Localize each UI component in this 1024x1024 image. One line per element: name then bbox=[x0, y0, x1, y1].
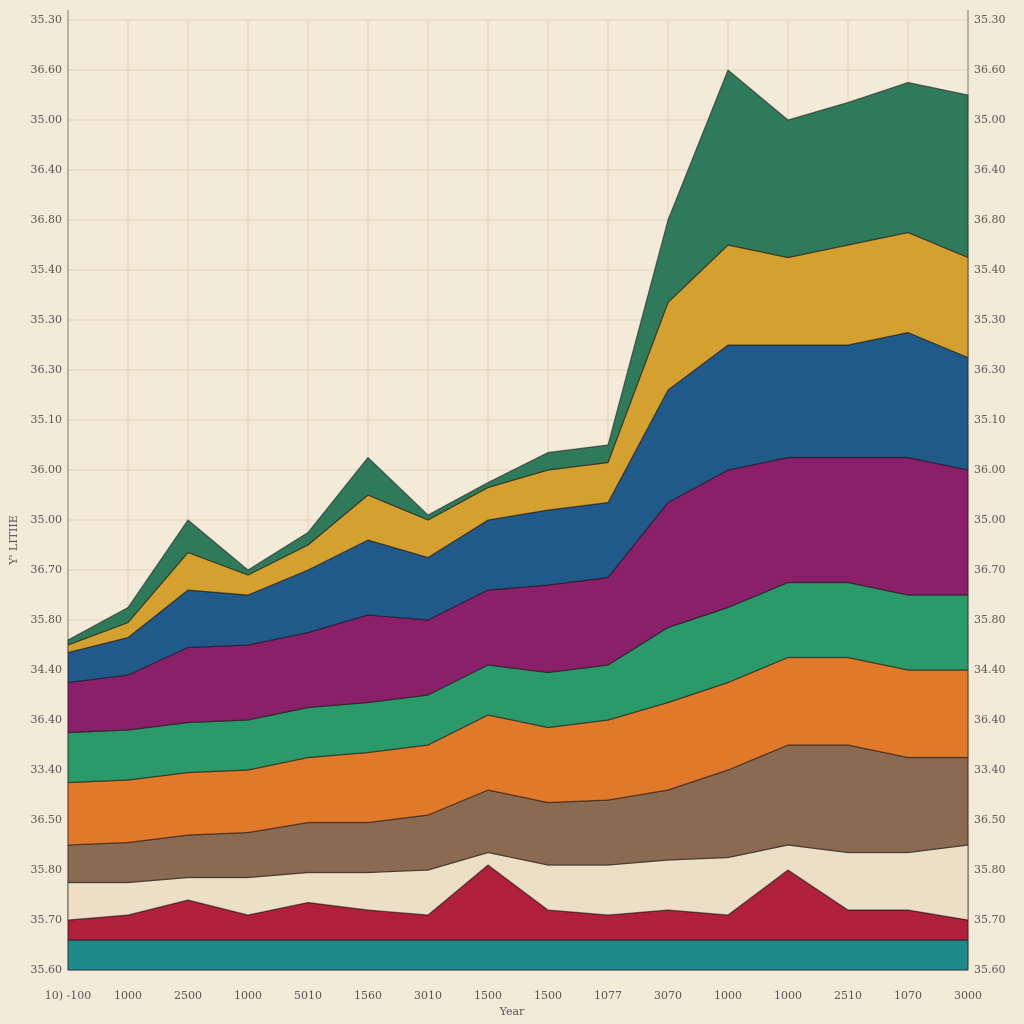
y-tick-label-right: 36.40 bbox=[974, 713, 1006, 726]
y-tick-label: 34.40 bbox=[31, 663, 63, 676]
y-tick-label-right: 33.40 bbox=[974, 763, 1006, 776]
x-tick-label: 5010 bbox=[294, 989, 322, 1002]
y-tick-label-right: 36.80 bbox=[974, 213, 1006, 226]
x-tick-label: 1500 bbox=[474, 989, 502, 1002]
y-tick-label: 35.40 bbox=[31, 263, 63, 276]
y-tick-label: 35.80 bbox=[31, 863, 63, 876]
x-tick-label: 1000 bbox=[114, 989, 142, 1002]
x-tick-label: 1560 bbox=[354, 989, 382, 1002]
y-tick-label-right: 35.80 bbox=[974, 863, 1006, 876]
y-tick-label-right: 35.30 bbox=[974, 13, 1006, 26]
x-tick-label: 3010 bbox=[414, 989, 442, 1002]
x-tick-label: 3000 bbox=[954, 989, 982, 1002]
y-tick-label: 35.00 bbox=[31, 513, 63, 526]
y-tick-label: 35.00 bbox=[31, 113, 63, 126]
y-tick-label: 36.00 bbox=[31, 463, 63, 476]
y-tick-label-right: 36.40 bbox=[974, 163, 1006, 176]
y-tick-label-right: 36.60 bbox=[974, 63, 1006, 76]
y-tick-label-right: 35.30 bbox=[974, 313, 1006, 326]
y-tick-label: 36.40 bbox=[31, 163, 63, 176]
y-tick-label: 36.80 bbox=[31, 213, 63, 226]
y-tick-label: 36.30 bbox=[31, 363, 63, 376]
y-tick-label-right: 36.30 bbox=[974, 363, 1006, 376]
y-axis-label: Y' LITIIE bbox=[7, 515, 20, 566]
area-layer bbox=[67, 939, 969, 971]
x-axis-label: Year bbox=[499, 1005, 525, 1018]
y-tick-label: 36.50 bbox=[31, 813, 63, 826]
y-tick-label-right: 35.40 bbox=[974, 263, 1006, 276]
y-tick-label: 36.70 bbox=[31, 563, 63, 576]
x-tick-label: 10) -100 bbox=[45, 989, 92, 1002]
y-tick-label-right: 35.80 bbox=[974, 613, 1006, 626]
x-tick-label: 1000 bbox=[234, 989, 262, 1002]
y-tick-label: 36.60 bbox=[31, 63, 63, 76]
y-tick-label: 36.40 bbox=[31, 713, 63, 726]
y-tick-label: 35.30 bbox=[31, 13, 63, 26]
y-tick-label: 35.10 bbox=[31, 413, 63, 426]
x-tick-label: 3070 bbox=[654, 989, 682, 1002]
x-tick-label: 1000 bbox=[714, 989, 742, 1002]
y-tick-label: 35.60 bbox=[31, 963, 63, 976]
x-tick-label: 1070 bbox=[894, 989, 922, 1002]
y-tick-label: 35.80 bbox=[31, 613, 63, 626]
y-tick-label-right: 36.00 bbox=[974, 463, 1006, 476]
x-tick-label: 1500 bbox=[534, 989, 562, 1002]
y-tick-label-right: 35.10 bbox=[974, 413, 1006, 426]
x-tick-label: 1000 bbox=[774, 989, 802, 1002]
y-tick-label-right: 35.60 bbox=[974, 963, 1006, 976]
y-tick-label-right: 34.40 bbox=[974, 663, 1006, 676]
area-layer bbox=[67, 69, 969, 646]
y-tick-label: 33.40 bbox=[31, 763, 63, 776]
y-tick-label-right: 35.70 bbox=[974, 913, 1006, 926]
y-tick-label-right: 35.00 bbox=[974, 113, 1006, 126]
x-tick-label: 2500 bbox=[174, 989, 202, 1002]
y-tick-label: 35.30 bbox=[31, 313, 63, 326]
y-tick-label-right: 36.70 bbox=[974, 563, 1006, 576]
y-tick-label-right: 36.50 bbox=[974, 813, 1006, 826]
y-tick-label-right: 35.00 bbox=[974, 513, 1006, 526]
x-tick-label: 2510 bbox=[834, 989, 862, 1002]
x-tick-label: 1077 bbox=[594, 989, 622, 1002]
y-tick-label: 35.70 bbox=[31, 913, 63, 926]
